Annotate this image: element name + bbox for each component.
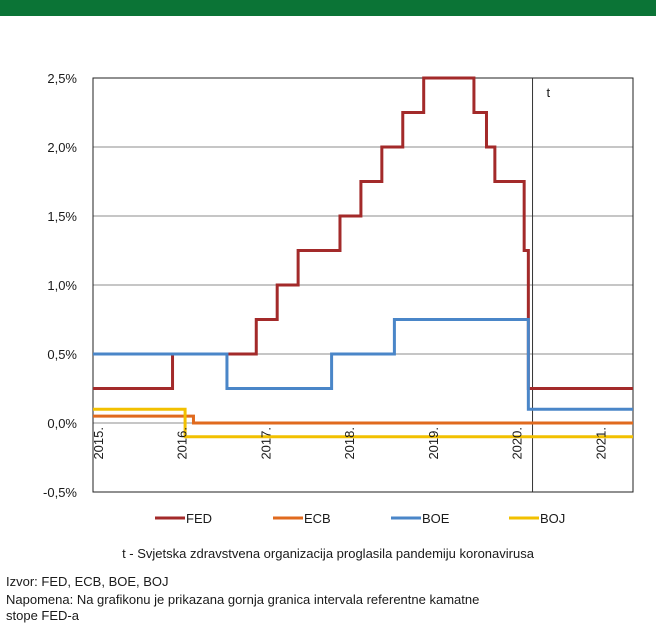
y-tick-label: 2,0% <box>47 140 77 155</box>
series-layer <box>93 76 633 439</box>
x-tick-label: 2015. <box>91 427 106 460</box>
y-tick-label: 0,0% <box>47 416 77 431</box>
remark-note-line-1: Napomena: Na grafikonu je prikazana gorn… <box>6 592 480 607</box>
x-tick-label: 2020. <box>510 427 525 460</box>
chart-caption: t - Svjetska zdravstvena organizacija pr… <box>122 546 534 561</box>
x-tick-label: 2016. <box>175 427 190 460</box>
event-marker-label: t <box>547 85 551 100</box>
legend-label-boj: BOJ <box>540 511 565 526</box>
y-tick-label: 0,5% <box>47 347 77 362</box>
label-layer: 2,5% 2,0% 1,5% 1,0% 0,5% 0,0% -0,5% t 2015. 2016.… <box>43 71 608 500</box>
remark-note-line-2: stope FED-a <box>6 608 79 623</box>
plot-frame <box>92 77 634 493</box>
series-line-boj <box>93 407 633 439</box>
legend-label-fed: FED <box>186 511 212 526</box>
legend-label-boe: BOE <box>422 511 450 526</box>
source-note: Izvor: FED, ECB, BOE, BOJ <box>6 574 169 589</box>
x-tick-label: 2017. <box>258 427 273 460</box>
y-tick-label: -0,5% <box>43 485 77 500</box>
series-line-ecb <box>93 414 633 425</box>
y-tick-label: 1,5% <box>47 209 77 224</box>
y-tick-label: 1,0% <box>47 278 77 293</box>
x-tick-label: 2018. <box>342 427 357 460</box>
chart: 2,5% 2,0% 1,5% 1,0% 0,5% 0,0% -0,5% t 2015. 2016.… <box>43 71 634 526</box>
x-tick-label: 2021. <box>593 427 608 460</box>
legend-label-ecb: ECB <box>304 511 331 526</box>
header-bar <box>0 0 656 16</box>
series-line-boe <box>93 318 633 411</box>
y-tick-label: 2,5% <box>47 71 77 86</box>
x-tick-label: 2019. <box>426 427 441 460</box>
series-line-fed <box>93 76 633 390</box>
legend-layer: FED ECB BOE BOJ <box>155 511 565 526</box>
